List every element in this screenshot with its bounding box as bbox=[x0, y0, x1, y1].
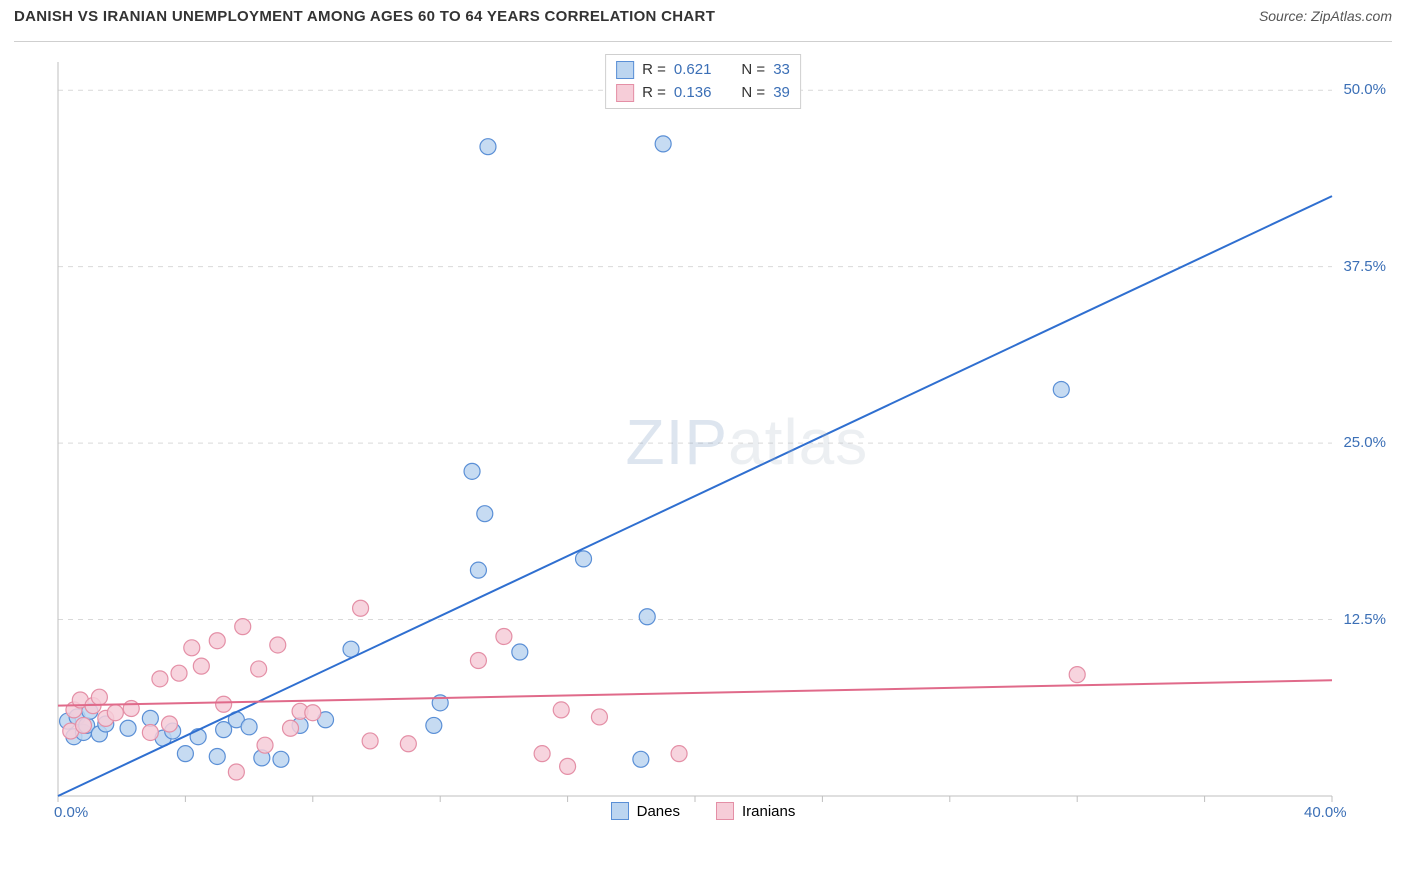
y-tick-label: 37.5% bbox=[1343, 258, 1386, 275]
y-tick-label: 50.0% bbox=[1343, 81, 1386, 98]
y-tick-label: 25.0% bbox=[1343, 434, 1386, 451]
n-value-danes: 33 bbox=[773, 59, 790, 82]
source-label: Source: ZipAtlas.com bbox=[1259, 8, 1392, 24]
r-value-danes: 0.621 bbox=[674, 59, 712, 82]
plot-area: ZIPatlas 0.0% 40.0% 12.5%25.0%37.5%50.0% bbox=[48, 52, 1392, 832]
source-prefix: Source: bbox=[1259, 8, 1311, 24]
y-tick-label: 12.5% bbox=[1343, 611, 1386, 628]
watermark-light: atlas bbox=[728, 406, 868, 478]
source-name: ZipAtlas.com bbox=[1311, 8, 1392, 24]
r-value-iranians: 0.136 bbox=[674, 82, 712, 105]
stats-legend: R = 0.621 N = 33 R = 0.136 N = 39 bbox=[605, 54, 801, 109]
swatch-danes bbox=[616, 61, 634, 79]
n-value-iranians: 39 bbox=[773, 82, 790, 105]
legend-label-danes: Danes bbox=[637, 803, 680, 820]
legend-item-danes: Danes bbox=[611, 802, 680, 820]
r-label-2: R = bbox=[642, 82, 666, 105]
watermark-bold: ZIP bbox=[626, 406, 729, 478]
stats-row-iranians: R = 0.136 N = 39 bbox=[616, 82, 790, 105]
swatch-iranians bbox=[616, 84, 634, 102]
r-label: R = bbox=[642, 59, 666, 82]
chart-title: DANISH VS IRANIAN UNEMPLOYMENT AMONG AGE… bbox=[14, 8, 715, 25]
stats-row-danes: R = 0.621 N = 33 bbox=[616, 59, 790, 82]
n-label-2: N = bbox=[741, 82, 765, 105]
legend-item-iranians: Iranians bbox=[716, 802, 795, 820]
legend-swatch-iranians bbox=[716, 802, 734, 820]
watermark: ZIPatlas bbox=[626, 405, 869, 479]
series-legend: Danes Iranians bbox=[0, 802, 1406, 820]
legend-label-iranians: Iranians bbox=[742, 803, 795, 820]
legend-swatch-danes bbox=[611, 802, 629, 820]
header: DANISH VS IRANIAN UNEMPLOYMENT AMONG AGE… bbox=[14, 8, 1392, 42]
n-label: N = bbox=[741, 59, 765, 82]
